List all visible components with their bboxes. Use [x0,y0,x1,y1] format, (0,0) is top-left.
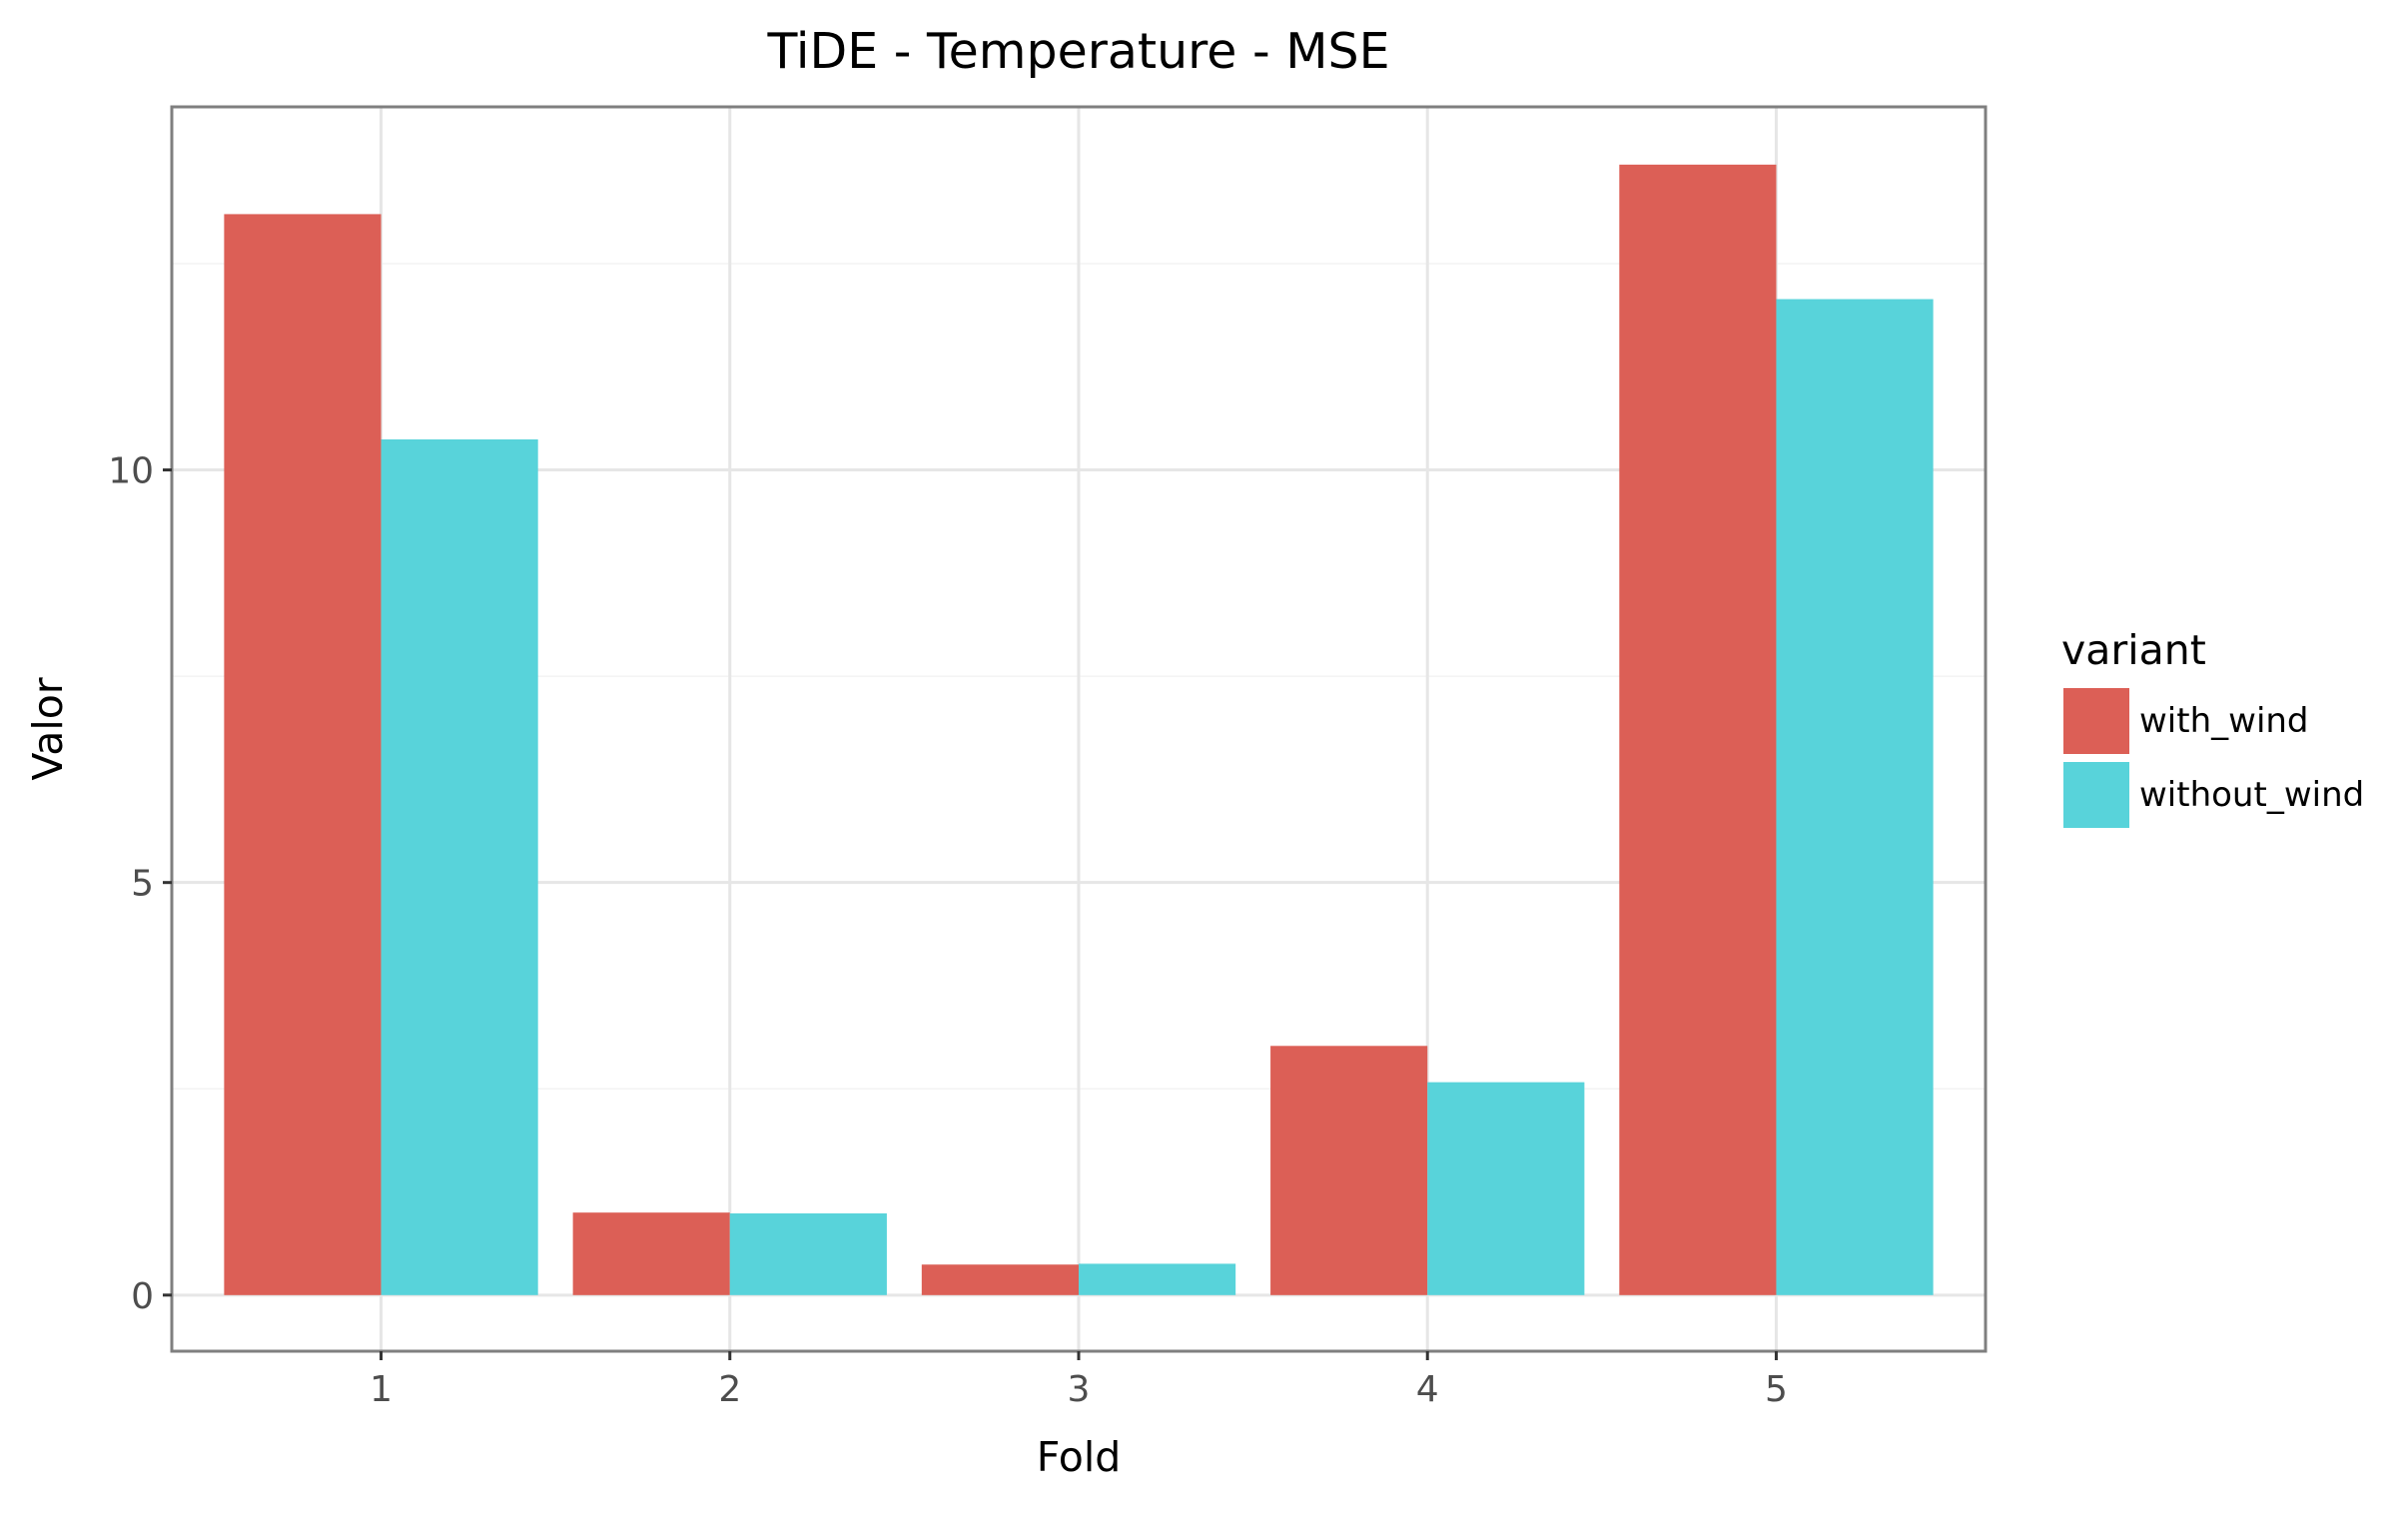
legend-swatch-with-wind [2063,688,2129,754]
bar-with-wind-fold-5 [1619,164,1777,1295]
y-tick-label: 0 [131,1276,154,1317]
bar-without-wind-fold-3 [1079,1263,1236,1295]
x-tick-label: 3 [1068,1369,1091,1410]
y-tick-label: 5 [131,864,154,905]
legend: variant with_wind without_wind [2061,626,2364,828]
x-tick-label: 4 [1416,1369,1439,1410]
legend-label-without-wind: without_wind [2139,775,2364,815]
x-tick-label: 1 [370,1369,393,1410]
legend-label-with-wind: with_wind [2139,701,2309,741]
x-tick-label: 2 [718,1369,741,1410]
bar-with-wind-fold-1 [224,214,382,1295]
y-tick-label: 10 [108,451,154,492]
bar-without-wind-fold-2 [729,1213,887,1295]
bar-without-wind-fold-1 [381,438,538,1295]
axis-ticks: 0 5 10 1 2 3 4 5 [108,451,1788,1410]
bar-with-wind-fold-3 [921,1264,1079,1295]
bar-with-wind-fold-2 [572,1212,730,1295]
x-tick-label: 5 [1765,1369,1788,1410]
bar-with-wind-fold-4 [1270,1046,1428,1295]
legend-swatch-without-wind [2063,762,2129,828]
bar-without-wind-fold-5 [1776,299,1934,1295]
bar-without-wind-fold-4 [1427,1082,1585,1295]
bars [224,164,1934,1295]
x-axis-label: Fold [1037,1433,1122,1481]
y-axis-label: Valor [24,677,72,780]
legend-title: variant [2061,626,2206,674]
chart-title: TiDE - Temperature - MSE [766,23,1389,80]
